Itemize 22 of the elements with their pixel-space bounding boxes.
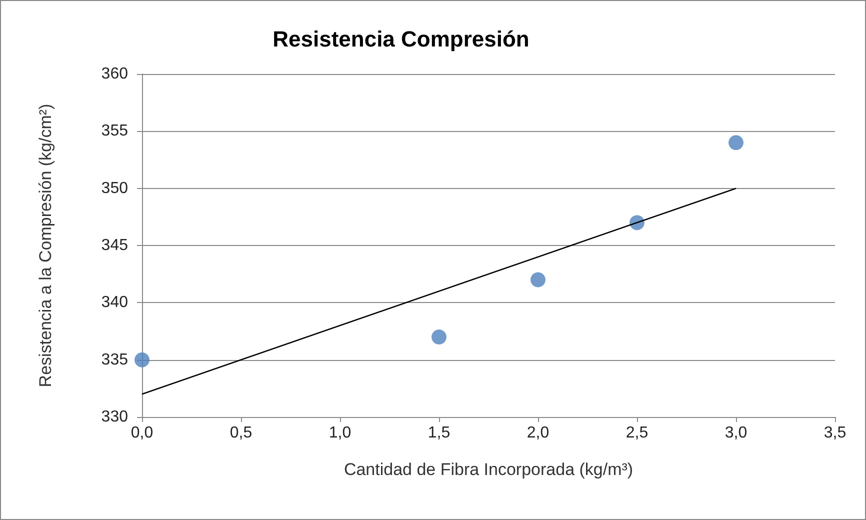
point [728,135,744,150]
y-tick-label: 360 [101,66,128,82]
y-tick-label: 355 [101,122,128,140]
x-tick-label: 0,5 [230,424,252,442]
point [530,272,546,288]
point [134,352,150,368]
x-tick-label: 1,5 [428,424,450,442]
x-tick-label: 3,0 [724,424,748,442]
chart-title: Resistencia Compresión [272,26,530,52]
y-tick-label: 345 [101,237,128,254]
x-tick-label: 1,0 [328,424,352,442]
x-tick-label: 3,5 [824,424,846,442]
y-tick-label: 350 [101,180,128,197]
y-axis-title: Resistencia a la Compresión (kg/cm²) [36,104,55,388]
x-tick-label: 0,0 [130,424,154,442]
y-tick-label: 330 [101,408,128,426]
x-tick-label: 2,0 [526,424,550,442]
point [432,329,446,344]
y-tick-label: 340 [101,294,128,312]
y-tick-label: 335 [101,351,128,368]
x-axis-title: Cantidad de Fibra Incorporada (kg/m³) [344,460,634,479]
x-tick-label: 2,5 [626,424,648,442]
